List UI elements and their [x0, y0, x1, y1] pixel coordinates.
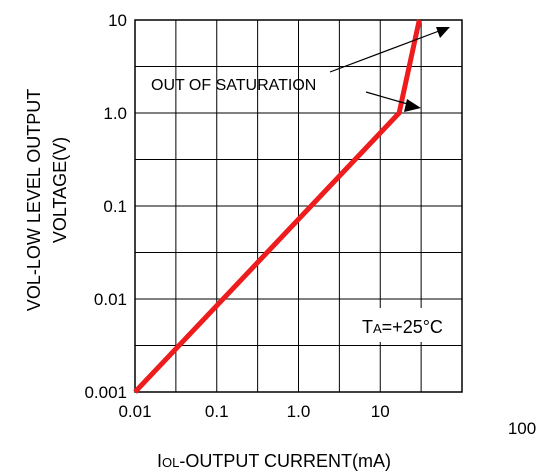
y-axis-title-line-2: VOLTAGE(V)	[50, 137, 70, 243]
x-axis-title-sub: OL	[162, 455, 179, 470]
series-lines	[133, 19, 422, 394]
saturation-arrowhead-lower	[404, 99, 421, 112]
temperature-label: TA=+25°C	[362, 317, 443, 337]
grid	[135, 20, 462, 392]
x-tick-label: 1.0	[287, 402, 311, 421]
saturation-arrowhead-upper	[436, 27, 450, 38]
saturation-label: OUT OF SATURATION	[151, 77, 316, 94]
y-axis-title-line-1: VOL-LOW LEVEL OUTPUT	[24, 89, 44, 311]
temperature-sub: A	[373, 321, 382, 336]
y-tick-label: 1.0	[103, 104, 127, 123]
y-tick-labels: 10 1.0 0.1 0.01 0.001	[84, 11, 127, 402]
x-tick-label: 100	[508, 419, 536, 438]
y-tick-label: 10	[108, 11, 127, 30]
plot-frame	[134, 19, 463, 393]
x-tick-label: 0.1	[205, 402, 229, 421]
x-tick-label: 10	[371, 402, 390, 421]
series-line	[133, 19, 422, 394]
x-axis-title: IOL-OUTPUT CURRENT(mA)	[157, 451, 391, 471]
x-tick-label: 0.01	[118, 402, 151, 421]
x-axis-title-rest: -OUTPUT CURRENT(mA)	[179, 451, 391, 471]
saturation-annotation: OUT OF SATURATION	[151, 27, 450, 112]
temperature-annotation: TA=+25°C	[361, 308, 461, 342]
y-tick-label: 0.1	[103, 197, 127, 216]
temperature-t: T	[362, 317, 373, 337]
y-axis-title: VOL-LOW LEVEL OUTPUT VOLTAGE(V)	[24, 89, 70, 311]
temperature-label-bg	[361, 308, 461, 342]
y-tick-label: 0.001	[84, 383, 127, 402]
x-axis-title-i: I	[157, 451, 162, 471]
temperature-unit: °C	[423, 317, 443, 337]
saturation-arrow-upper	[329, 27, 448, 73]
x-tick-labels: 0.01 0.1 1.0 10 100	[118, 402, 536, 438]
temperature-value: =+25	[382, 317, 423, 337]
y-tick-label: 0.01	[94, 290, 127, 309]
plot-border	[134, 19, 463, 393]
